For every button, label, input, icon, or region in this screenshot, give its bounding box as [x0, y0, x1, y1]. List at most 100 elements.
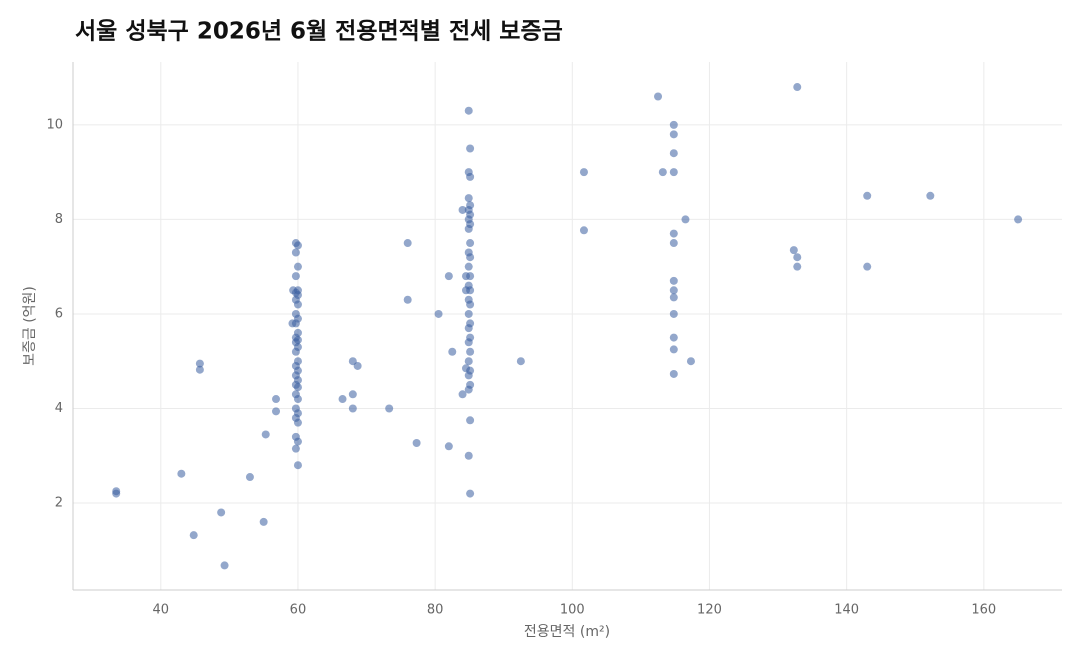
point [293, 241, 302, 250]
point [669, 149, 678, 158]
point [293, 262, 302, 271]
point [516, 357, 525, 366]
point [259, 517, 268, 526]
point [458, 205, 467, 214]
point [579, 226, 588, 235]
point [112, 489, 121, 498]
point [464, 324, 473, 333]
point [654, 92, 663, 101]
point [669, 120, 678, 129]
point [681, 215, 690, 224]
points [112, 83, 1023, 570]
chart-title: 서울 성북구 2026년 6월 전용면적별 전세 보증금 [75, 19, 563, 45]
point [466, 489, 475, 498]
point [353, 361, 362, 370]
point [466, 300, 475, 309]
point [466, 253, 475, 262]
point [195, 359, 204, 368]
point [669, 345, 678, 354]
point [464, 194, 473, 203]
point [293, 418, 302, 427]
point [464, 338, 473, 347]
point [466, 272, 475, 281]
grid [73, 62, 1062, 590]
point [291, 272, 300, 281]
point [466, 416, 475, 425]
point [291, 347, 300, 356]
y-axis-title: 보증금 (억원) [22, 286, 38, 366]
point [669, 286, 678, 295]
point [293, 395, 302, 404]
point [293, 300, 302, 309]
point [403, 239, 412, 248]
y-tick-label: 4 [55, 401, 63, 416]
point [464, 309, 473, 318]
y-tick-label: 2 [55, 496, 63, 511]
point [658, 168, 667, 177]
point [293, 437, 302, 446]
point [291, 444, 300, 453]
point [669, 229, 678, 238]
point [348, 390, 357, 399]
point [458, 390, 467, 399]
point [338, 395, 347, 404]
point [348, 404, 357, 413]
point [464, 357, 473, 366]
point [444, 272, 453, 281]
x-tick-label: 160 [971, 603, 996, 618]
point [793, 83, 802, 92]
point [793, 253, 802, 262]
x-tick-label: 100 [560, 603, 585, 618]
point [293, 383, 302, 392]
point [444, 442, 453, 451]
point [926, 191, 935, 200]
point [466, 144, 475, 153]
point [272, 395, 281, 404]
x-axis-title: 전용면적 (m²) [524, 624, 610, 640]
point [272, 407, 281, 416]
point [466, 286, 475, 295]
point [669, 130, 678, 139]
point [669, 309, 678, 318]
point [464, 106, 473, 115]
point [189, 531, 198, 540]
point [261, 430, 270, 439]
point [669, 276, 678, 285]
point [220, 561, 229, 570]
point [245, 473, 254, 482]
point [669, 293, 678, 302]
y-tick-label: 6 [55, 306, 63, 321]
point [177, 469, 186, 478]
point [669, 239, 678, 248]
point [403, 295, 412, 304]
point [195, 365, 204, 374]
point [686, 357, 695, 366]
point [789, 246, 798, 255]
point [448, 347, 457, 356]
x-tick-label: 60 [290, 603, 307, 618]
point [863, 262, 872, 271]
point [289, 286, 298, 295]
point [293, 461, 302, 470]
point [464, 224, 473, 233]
point [434, 309, 443, 318]
point [464, 451, 473, 460]
x-tick-label: 120 [697, 603, 722, 618]
point [385, 404, 394, 413]
point [1014, 215, 1023, 224]
point [217, 508, 226, 517]
x-tick-label: 140 [834, 603, 859, 618]
point [412, 438, 421, 447]
point [466, 239, 475, 248]
point [288, 319, 297, 328]
x-tick-label: 40 [153, 603, 170, 618]
point [464, 262, 473, 271]
point [466, 172, 475, 181]
y-tick-label: 8 [55, 212, 63, 227]
point [466, 347, 475, 356]
point [863, 191, 872, 200]
point [793, 262, 802, 271]
x-tick-label: 80 [427, 603, 444, 618]
